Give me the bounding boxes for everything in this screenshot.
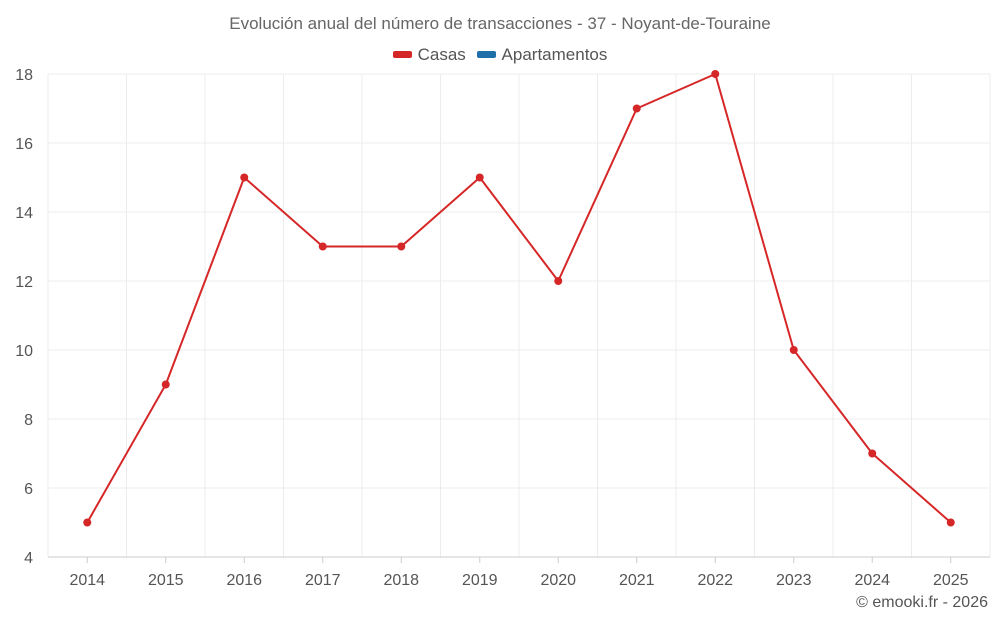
x-tick-label: 2017 [305,572,341,589]
y-tick-label: 4 [24,550,33,567]
legend-label-casas: Casas [417,45,466,64]
data-point [318,242,327,251]
y-tick-label: 8 [24,412,33,429]
legend-label-apartamentos: Apartamentos [501,45,608,64]
data-point [83,518,92,527]
legend: Casas Apartamentos [0,45,1000,65]
data-point [789,346,798,354]
x-tick-label: 2020 [540,572,576,589]
x-tick-label: 2021 [619,572,655,589]
data-point [868,449,877,458]
legend-swatch-casas [392,51,412,59]
data-point [632,104,641,113]
chart-title: Evolución anual del número de transaccio… [229,14,771,33]
data-point [554,277,563,285]
legend-item-apartamentos[interactable]: Apartamentos [476,45,608,65]
data-point [161,380,170,389]
x-tick-label: 2015 [148,572,184,589]
x-tick-label: 2016 [226,572,262,589]
data-point [397,242,406,251]
y-tick-label: 10 [15,343,33,360]
y-tick-label: 18 [15,67,33,84]
x-tick-label: 2018 [383,572,419,589]
x-tick-label: 2025 [933,572,969,589]
data-point [240,173,249,182]
data-point [946,518,955,527]
x-tick-label: 2022 [697,572,733,589]
x-tick-label: 2023 [776,572,812,589]
legend-swatch-apartamentos [476,51,496,59]
y-tick-label: 6 [24,481,33,498]
series-line-casas [86,73,952,524]
x-tick-label: 2019 [462,572,498,589]
y-tick-label: 14 [15,205,33,222]
x-tick-label: 2014 [69,572,105,589]
legend-item-casas[interactable]: Casas [392,45,466,65]
credit-text: © emooki.fr - 2026 [856,594,988,611]
x-tick-label: 2024 [854,572,890,589]
data-point [475,173,484,182]
data-point [711,70,720,78]
y-tick-label: 12 [15,274,33,291]
y-tick-label: 16 [15,136,33,153]
